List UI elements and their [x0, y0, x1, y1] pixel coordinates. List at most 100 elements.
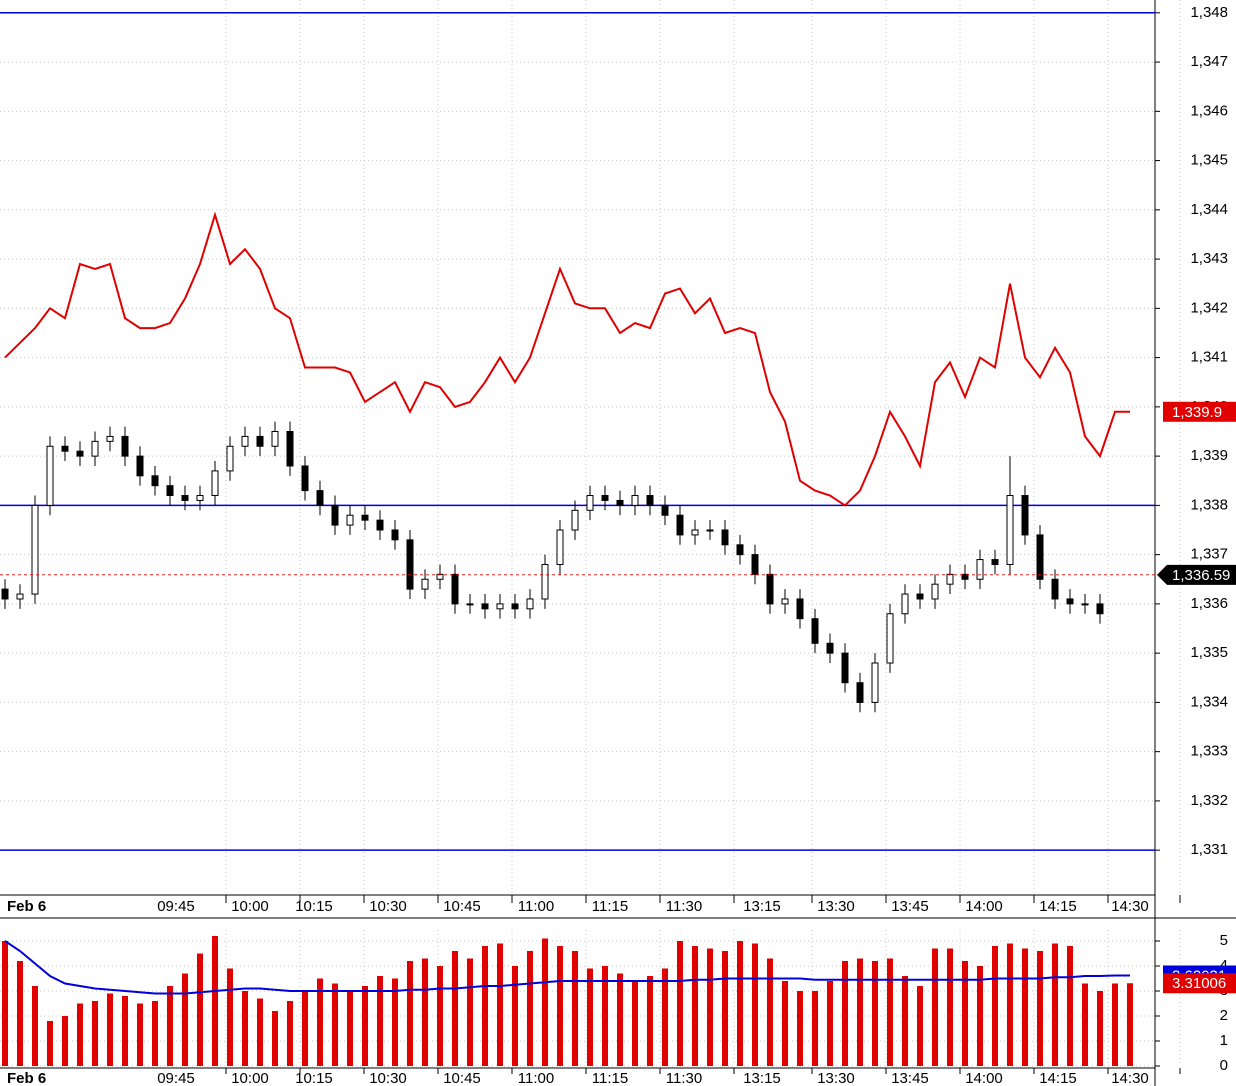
candle-body [226, 445, 234, 472]
candle-body [631, 495, 639, 506]
candle-body [901, 593, 909, 615]
candle-body [16, 593, 24, 600]
y-tick-label: 1,342 [1190, 299, 1228, 316]
volume-bar [17, 961, 23, 1066]
volume-bar [1007, 943, 1013, 1066]
x-tick-label: 14:00 [965, 898, 1003, 915]
candle-body [706, 529, 714, 532]
volume-bar [812, 991, 818, 1066]
volume-bar [647, 976, 653, 1066]
volume-bar [377, 976, 383, 1066]
y-tick-label: 1,336 [1190, 595, 1228, 612]
candle-body [466, 603, 474, 606]
candle-body [361, 514, 369, 521]
x-tick-label: 10:15 [295, 1070, 333, 1086]
candle-body [406, 539, 414, 590]
volume-bar [602, 966, 608, 1066]
candle-body [991, 559, 999, 565]
candle-body [616, 499, 624, 506]
candle-body [1006, 495, 1014, 565]
volume-bar [1067, 946, 1073, 1066]
series-line [4, 940, 1130, 995]
volume-bar [152, 1001, 158, 1066]
candle-body [91, 440, 99, 457]
x-tick-label: 14:00 [965, 1070, 1003, 1086]
candle-body [271, 430, 279, 447]
candle-body [451, 573, 459, 605]
candle-body [211, 470, 219, 497]
y-tick-label: 1,334 [1190, 693, 1228, 710]
y-tick-label: 1,337 [1190, 546, 1228, 563]
x-tick-label: 09:45 [157, 898, 195, 915]
candle-body [541, 563, 549, 600]
candle-body [826, 642, 834, 654]
volume-bar [1037, 951, 1043, 1066]
x-tick-label: 14:30 [1111, 1070, 1149, 1086]
volume-bar [2, 941, 8, 1066]
candle-body [151, 475, 159, 487]
volume-bar [92, 1001, 98, 1066]
candle-body [241, 435, 249, 447]
y-tick-label: 1,346 [1190, 102, 1228, 119]
x-tick-label: 09:45 [157, 1070, 195, 1086]
y-tick-label: 1 [1220, 1032, 1228, 1049]
candle-body [976, 559, 984, 580]
date-label: Feb 6 [7, 898, 46, 915]
x-tick-label: 14:30 [1111, 898, 1149, 915]
candle-body [646, 495, 654, 506]
candle-body [661, 504, 669, 516]
volume-bar [197, 953, 203, 1066]
candle-body [1036, 534, 1044, 580]
candle-body [61, 445, 69, 452]
volume-bar [257, 998, 263, 1066]
volume-bar [632, 981, 638, 1066]
y-tick-label: 1,344 [1190, 201, 1228, 218]
x-tick-label: 10:00 [231, 1070, 269, 1086]
candle-body [961, 573, 969, 580]
price-marker-label: 1,339.9 [1172, 404, 1222, 421]
volume-bar [842, 961, 848, 1066]
volume-bar [902, 976, 908, 1066]
x-tick-label: 13:15 [743, 1070, 781, 1086]
volume-bar [1097, 991, 1103, 1066]
x-tick-label: 11:15 [592, 1070, 628, 1086]
candle-body [781, 598, 789, 605]
volume-bar [467, 958, 473, 1066]
candle-body [376, 519, 384, 531]
candle-body [436, 573, 444, 580]
price-marker [1163, 401, 1236, 422]
volume-bar [347, 991, 353, 1066]
x-tick-label: 14:15 [1039, 898, 1077, 915]
candle-body [886, 613, 894, 664]
candle-body [736, 544, 744, 556]
candle-body [946, 573, 954, 585]
candle-body [1081, 603, 1089, 606]
x-tick-label: 10:30 [369, 898, 407, 915]
volume-bar [737, 941, 743, 1066]
candle-body [1021, 495, 1029, 536]
y-tick-label: 1,341 [1190, 349, 1228, 366]
volume-bar [557, 946, 563, 1066]
y-tick-label: 1,331 [1190, 841, 1228, 858]
x-tick-label: 13:45 [891, 1070, 929, 1086]
candle-body [421, 578, 429, 590]
volume-bar [752, 943, 758, 1066]
x-tick-label: 13:15 [743, 898, 781, 915]
candle-body [301, 465, 309, 492]
price-marker [1163, 973, 1236, 994]
price-marker [1157, 564, 1236, 585]
volume-bar [962, 961, 968, 1066]
candle-body [766, 573, 774, 605]
candle-body [166, 485, 174, 497]
volume-bar [1022, 948, 1028, 1066]
volume-bar [527, 951, 533, 1066]
y-tick-label: 1,347 [1190, 53, 1228, 70]
volume-bar [617, 973, 623, 1066]
candle-body [286, 430, 294, 467]
y-tick-label: 5 [1220, 932, 1228, 949]
candle-body [136, 455, 144, 477]
candle-body [31, 504, 39, 595]
volume-bar [797, 991, 803, 1066]
